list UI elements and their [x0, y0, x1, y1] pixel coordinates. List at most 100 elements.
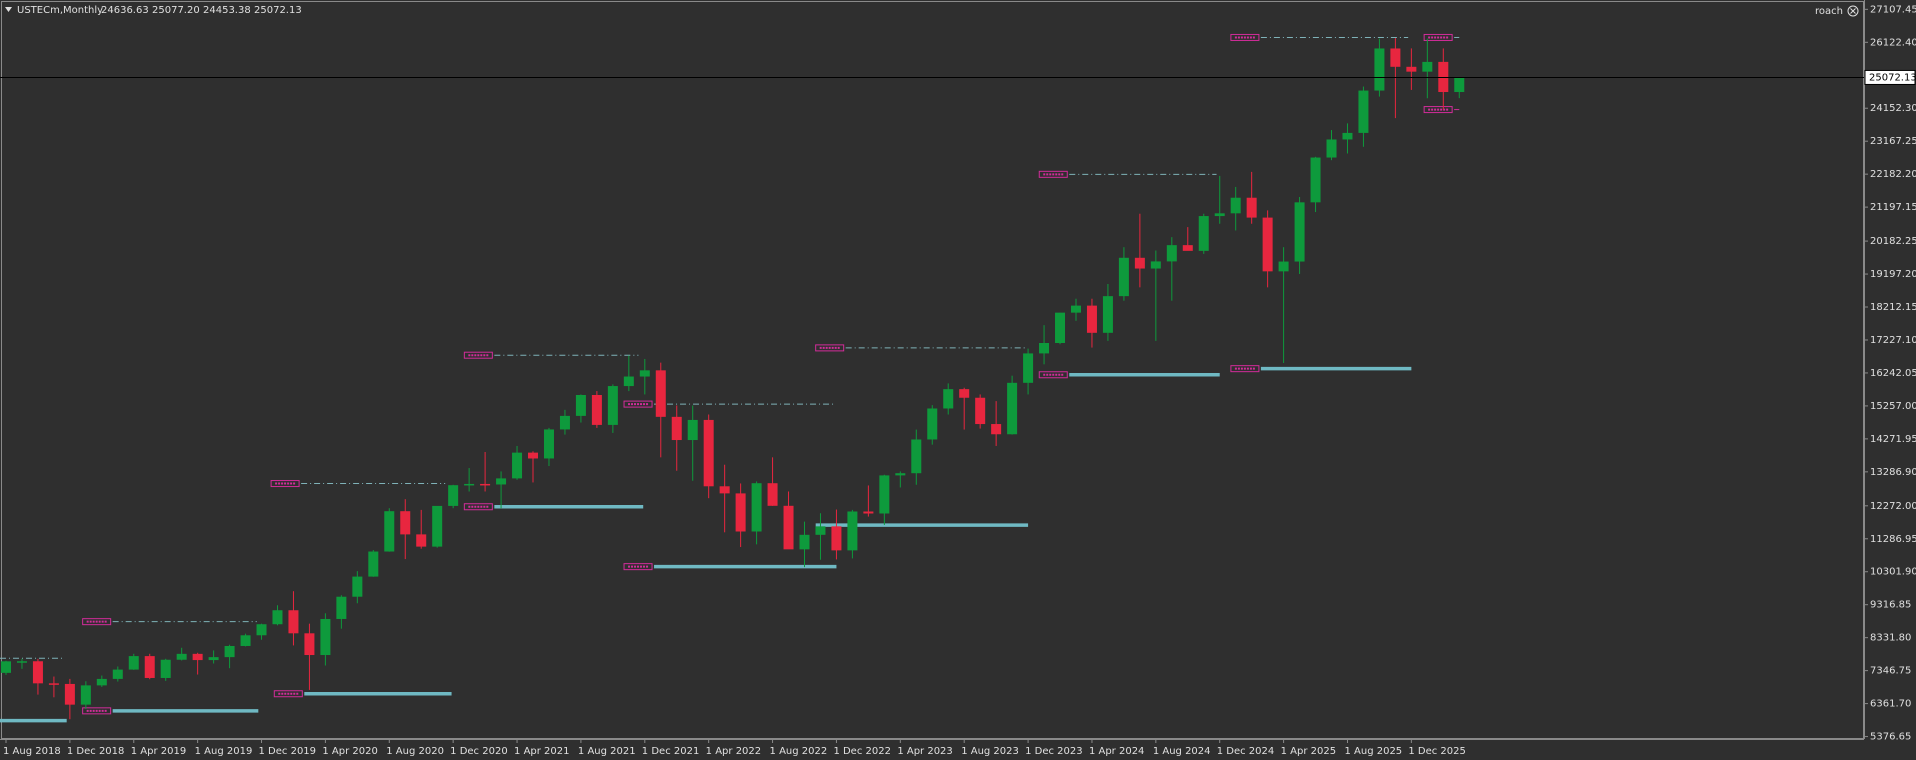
- candle-body: [208, 657, 219, 661]
- candle-body: [528, 452, 539, 459]
- x-tick-label: 1 Dec 2020: [450, 746, 508, 757]
- header-high: 25077.20: [152, 5, 200, 16]
- candle-body: [240, 635, 251, 646]
- close-icon[interactable]: [1847, 5, 1859, 17]
- candle-body: [1358, 90, 1369, 133]
- candle-body: [1150, 261, 1161, 269]
- level-tag: [1230, 365, 1260, 373]
- candle-body: [879, 475, 890, 514]
- x-tick-label: 1 Aug 2019: [195, 746, 253, 757]
- candle-body: [432, 505, 443, 547]
- candle-body: [655, 370, 666, 417]
- y-tick-label: 15257.00: [1870, 401, 1916, 412]
- x-tick-label: 1 Apr 2021: [514, 746, 569, 757]
- candle-body: [16, 661, 27, 663]
- candle-body: [1326, 139, 1337, 158]
- x-tick-label: 1 Apr 2019: [131, 746, 186, 757]
- level-tag: [1423, 33, 1453, 41]
- level-tag: [1423, 106, 1453, 114]
- x-tick-label: 1 Apr 2025: [1281, 746, 1336, 757]
- candle-body: [320, 618, 331, 656]
- y-tick-label: 26122.40: [1870, 37, 1916, 48]
- candle-body: [895, 473, 906, 476]
- candle-body: [1166, 245, 1177, 262]
- level-tag: [623, 563, 653, 571]
- x-tick-label: 1 Dec 2019: [259, 746, 317, 757]
- candle-body: [799, 534, 810, 550]
- candle-body: [671, 416, 682, 441]
- candle-body: [703, 419, 714, 487]
- candle-body: [144, 656, 155, 678]
- y-tick-label: 8331.80: [1870, 633, 1911, 644]
- candle-body: [304, 633, 315, 656]
- current-price-box: [1864, 69, 1916, 85]
- level-tag: [273, 690, 303, 698]
- level-tag: [815, 344, 845, 352]
- level-tag: [463, 503, 493, 511]
- y-tick-label: 12272.00: [1870, 501, 1916, 512]
- x-tick-label: 1 Dec 2025: [1408, 746, 1466, 757]
- level-tag: [623, 400, 653, 408]
- x-tick-label: 1 Apr 2024: [1089, 746, 1144, 757]
- candle-body: [911, 439, 922, 474]
- candle-body: [1230, 197, 1241, 214]
- candle-body: [368, 551, 379, 577]
- candle-body: [64, 683, 75, 705]
- header-open: 24636.63: [101, 5, 149, 16]
- candle-body: [1454, 77, 1465, 93]
- y-tick-label: 6361.70: [1870, 699, 1911, 710]
- y-tick-label: 20182.25: [1870, 236, 1916, 247]
- candle-body: [448, 485, 459, 506]
- candle-body: [1406, 66, 1417, 72]
- candle-body: [991, 424, 1002, 435]
- candle-body: [639, 370, 650, 377]
- y-tick-label: 22182.20: [1870, 169, 1916, 180]
- y-tick-label: 19197.20: [1870, 269, 1916, 280]
- x-tick-label: 1 Aug 2022: [770, 746, 828, 757]
- x-tick-label: 1 Aug 2020: [386, 746, 444, 757]
- candle-body: [128, 656, 139, 670]
- x-tick-label: 1 Aug 2025: [1344, 746, 1402, 757]
- candle-body: [751, 483, 762, 532]
- candle-body: [160, 659, 171, 678]
- candle-body: [1039, 342, 1050, 354]
- level-tag: [82, 707, 112, 715]
- candle-body: [336, 596, 347, 619]
- candle-body: [1102, 296, 1113, 333]
- candle-body: [1070, 305, 1081, 313]
- candle-body: [192, 653, 203, 661]
- x-tick-label: 1 Apr 2022: [706, 746, 761, 757]
- candle-body: [767, 483, 778, 506]
- candle-body: [719, 486, 730, 494]
- y-tick-label: 23167.25: [1870, 136, 1916, 147]
- candle-body: [687, 419, 698, 441]
- candle-body: [480, 483, 491, 486]
- candle-body: [1, 661, 11, 673]
- candle-body: [80, 685, 91, 705]
- candle-body: [847, 511, 858, 551]
- x-tick-label: 1 Dec 2021: [642, 746, 700, 757]
- candle-body: [943, 389, 954, 409]
- menu-arrow[interactable]: [5, 7, 12, 12]
- candle-body: [1422, 61, 1433, 72]
- candle-body: [607, 386, 618, 425]
- x-tick-label: 1 Dec 2018: [67, 746, 125, 757]
- candle-body: [96, 678, 107, 686]
- candle-body: [1007, 382, 1018, 435]
- candle-body: [272, 610, 283, 625]
- level-tag: [1038, 170, 1068, 178]
- candle-body: [224, 645, 235, 658]
- y-tick-label: 9316.85: [1870, 600, 1911, 611]
- candle-body: [1134, 257, 1145, 269]
- x-tick-label: 1 Dec 2022: [833, 746, 891, 757]
- y-tick-label: 16242.05: [1870, 368, 1916, 379]
- account-label: roach: [1815, 6, 1843, 17]
- level-tag: [463, 351, 493, 359]
- candle-body: [352, 576, 363, 597]
- candle-body: [1390, 48, 1401, 67]
- candle-body: [975, 397, 986, 425]
- candle-body: [1310, 157, 1321, 203]
